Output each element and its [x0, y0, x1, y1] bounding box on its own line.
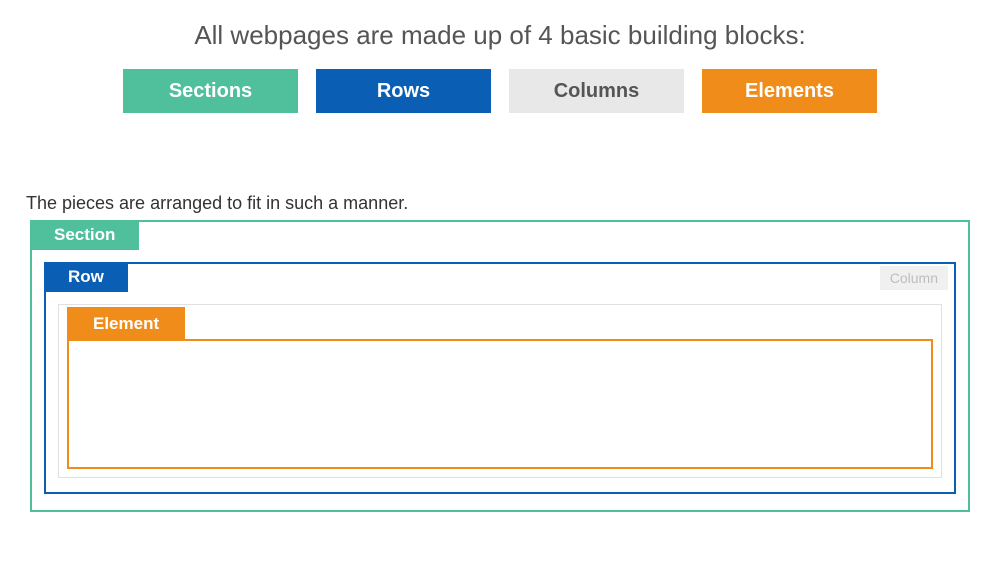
- diagram-element: Element: [67, 339, 933, 469]
- section-tab: Section: [30, 220, 139, 250]
- diagram-column: Element: [58, 304, 942, 478]
- block-sections: Sections: [123, 69, 298, 113]
- row-tab: Row: [44, 262, 128, 292]
- block-columns: Columns: [509, 69, 684, 113]
- building-blocks-row: Sections Rows Columns Elements: [30, 69, 970, 113]
- diagram-row: Row Column Element: [44, 262, 956, 494]
- page-heading: All webpages are made up of 4 basic buil…: [30, 20, 970, 51]
- block-rows: Rows: [316, 69, 491, 113]
- diagram-section: Section Row Column Element: [30, 220, 970, 512]
- description-text: The pieces are arranged to fit in such a…: [26, 193, 970, 214]
- column-label: Column: [880, 266, 948, 290]
- block-elements: Elements: [702, 69, 877, 113]
- element-tab: Element: [67, 307, 185, 341]
